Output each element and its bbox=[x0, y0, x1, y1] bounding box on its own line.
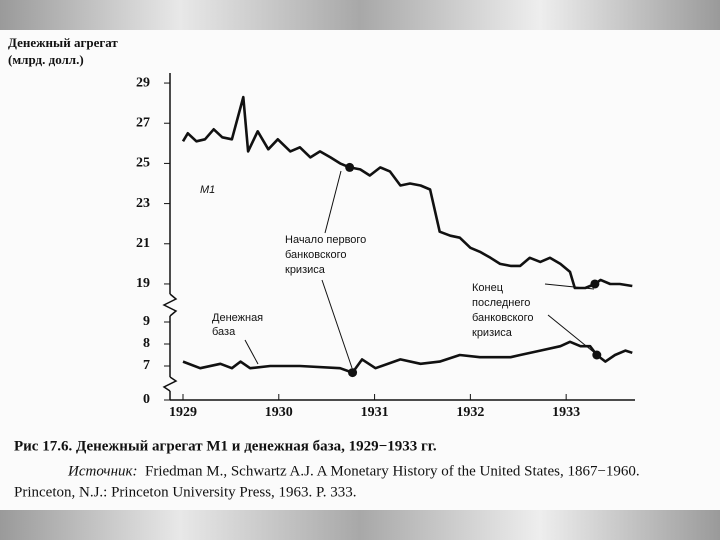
source-label: Источник: bbox=[67, 463, 138, 479]
y-tick-label: 21 bbox=[136, 236, 150, 251]
annotation: Конец bbox=[472, 282, 504, 294]
annotation: последнего bbox=[472, 297, 530, 309]
x-tick-label: 1929 bbox=[169, 405, 197, 420]
y-tick-label: 9 bbox=[143, 314, 150, 329]
series-line bbox=[182, 340, 633, 374]
series-line bbox=[181, 95, 633, 290]
arrow bbox=[324, 170, 342, 234]
x-tick-label: 1930 bbox=[265, 405, 293, 420]
x-tick-label: 1933 bbox=[552, 405, 580, 420]
crisis-point bbox=[592, 350, 602, 360]
y-tick-label: 7 bbox=[143, 358, 150, 373]
x-tick-label: 1932 bbox=[456, 405, 484, 420]
series-label: Денежная база bbox=[212, 312, 263, 338]
arrow bbox=[244, 339, 259, 365]
y-tick-label: 29 bbox=[136, 75, 150, 90]
annotation: банковского bbox=[472, 312, 533, 324]
y-tick-label: 8 bbox=[143, 336, 150, 351]
series-label: M1 bbox=[200, 184, 215, 196]
crisis-point bbox=[348, 368, 358, 378]
y-tick-label: 27 bbox=[136, 115, 150, 130]
top-band bbox=[0, 0, 720, 30]
y-axis-label: Денежный агрегат bbox=[8, 35, 118, 50]
axis-break bbox=[162, 293, 178, 317]
y-tick-label: 25 bbox=[136, 156, 150, 171]
crisis-point bbox=[590, 279, 600, 289]
y-tick-label: 19 bbox=[136, 276, 150, 291]
annotation: Начало первого bbox=[285, 234, 366, 246]
caption: Рис 17.6. Денежный агрегат M1 и денежная… bbox=[14, 438, 437, 454]
source: Friedman M., Schwartz A.J. A Monetary Hi… bbox=[145, 463, 640, 479]
annotation: кризиса bbox=[472, 327, 513, 339]
source: Princeton, N.J.: Princeton University Pr… bbox=[14, 484, 357, 500]
bottom-band bbox=[0, 510, 720, 540]
arrow bbox=[321, 279, 353, 369]
annotation: кризиса bbox=[285, 264, 326, 276]
axis-break bbox=[162, 376, 178, 392]
y-tick-label: 23 bbox=[136, 196, 150, 211]
y-axis-label: (млрд. долл.) bbox=[8, 52, 84, 67]
crisis-point bbox=[345, 162, 355, 172]
x-tick-label: 1931 bbox=[361, 405, 389, 420]
y-tick-label: 0 bbox=[143, 392, 150, 407]
page-scan bbox=[0, 30, 720, 510]
annotation: банковского bbox=[285, 249, 346, 261]
